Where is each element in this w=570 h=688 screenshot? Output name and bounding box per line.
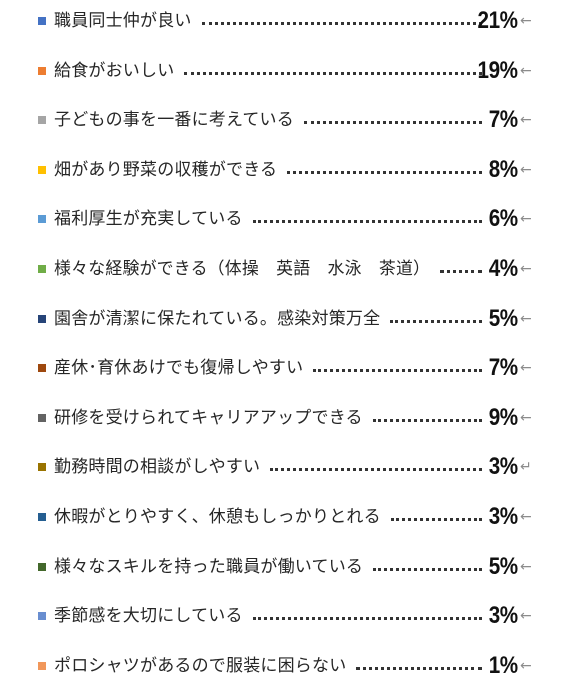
dotted-leader <box>391 518 482 521</box>
percentage-value: 9% <box>489 403 518 431</box>
return-mark-icon: ← <box>520 211 532 228</box>
percentage-value: 7% <box>489 354 518 382</box>
return-mark-icon: ← <box>520 409 532 426</box>
legend-swatch <box>38 413 46 422</box>
legend-row: 福利厚生が充実している 6% ← <box>0 204 570 234</box>
legend-swatch <box>38 463 46 472</box>
legend-label: 季節感を大切にしている <box>54 606 243 627</box>
return-mark-icon: ← <box>520 261 532 277</box>
return-mark-icon: ← <box>520 112 532 129</box>
dotted-leader <box>270 468 482 472</box>
dotted-leader <box>304 121 482 125</box>
dotted-leader <box>184 71 482 75</box>
legend-swatch <box>38 116 46 125</box>
return-mark-icon: ← <box>520 161 532 178</box>
legend-row: 園舎が清潔に保たれている。感染対策万全 5% ← <box>0 304 570 334</box>
legend-label: 福利厚生が充実している <box>54 209 243 230</box>
legend-row: 産休･育休あけでも復帰しやすい 7% ← <box>0 353 570 383</box>
legend-label: 給食がおいしい <box>54 60 175 81</box>
return-mark-icon: ← <box>520 657 532 674</box>
percentage-value: 3% <box>489 503 518 530</box>
legend-row: 休暇がとりやすく、休憩もしっかりとれる 3% ← <box>0 502 570 532</box>
legend-swatch <box>38 215 46 224</box>
legend-swatch <box>38 165 46 174</box>
legend-label: 研修を受けられてキャリアアップできる <box>54 407 363 428</box>
return-mark-icon: ← <box>520 62 532 79</box>
legend-label: 子どもの事を一番に考えている <box>54 110 294 131</box>
percentage-value: 8% <box>489 155 518 183</box>
legend-row: 給食がおいしい 19% ← <box>0 56 570 86</box>
legend-label: 様々な経験ができる（体操 英語 水泳 茶道） <box>54 259 431 279</box>
legend-swatch <box>38 17 46 25</box>
percentage-value: 5% <box>489 304 518 332</box>
percentage-value: 5% <box>489 552 518 580</box>
return-mark-icon: ↵ <box>520 459 532 476</box>
legend-row: 研修を受けられてキャリアアップできる 9% ← <box>0 403 570 433</box>
dotted-leader <box>287 170 482 174</box>
legend-row: 様々なスキルを持った職員が働いている 5% ← <box>0 552 570 582</box>
legend-label: 産休･育休あけでも復帰しやすい <box>54 358 304 379</box>
legend-label: 様々なスキルを持った職員が働いている <box>54 556 364 577</box>
legend-label: ポロシャツがあるので服装に困らない <box>54 655 347 676</box>
dotted-leader <box>440 270 482 273</box>
dotted-leader <box>313 369 482 373</box>
percentage-value: 1% <box>489 651 518 679</box>
legend-swatch <box>38 612 46 621</box>
return-mark-icon: ← <box>520 509 532 525</box>
legend-label: 畑があり野菜の収穫ができる <box>54 159 278 180</box>
legend-swatch <box>38 661 46 670</box>
return-mark-icon: ← <box>520 13 532 29</box>
return-mark-icon: ← <box>520 310 532 327</box>
legend-row: 子どもの事を一番に考えている 7% ← <box>0 105 570 135</box>
legend-swatch <box>38 314 46 323</box>
legend-row: 様々な経験ができる（体操 英語 水泳 茶道） 4% ← <box>0 254 570 284</box>
percentage-value: 7% <box>489 106 518 134</box>
return-mark-icon: ← <box>520 558 532 575</box>
dotted-leader <box>253 617 482 621</box>
percentage-value: 3% <box>489 602 518 630</box>
dotted-leader <box>373 567 482 571</box>
return-mark-icon: ← <box>520 608 532 625</box>
dotted-leader <box>373 418 482 422</box>
legend-row: 勤務時間の相談がしやすい 3% ↵ <box>0 452 570 482</box>
dotted-leader <box>202 22 482 25</box>
legend-label: 勤務時間の相談がしやすい <box>54 457 261 478</box>
legend-row: 畑があり野菜の収穫ができる 8% ← <box>0 155 570 185</box>
percentage-value: 21% <box>477 7 518 34</box>
legend-label: 園舎が清潔に保たれている。感染対策万全 <box>54 308 381 329</box>
percentage-value: 4% <box>489 255 518 282</box>
legend-swatch <box>38 364 46 373</box>
legend-swatch <box>38 265 46 273</box>
legend-label: 休暇がとりやすく、休憩もしっかりとれる <box>54 507 381 527</box>
dotted-leader <box>253 220 482 224</box>
legend-row: 季節感を大切にしている 3% ← <box>0 601 570 631</box>
return-mark-icon: ← <box>520 360 532 377</box>
legend-label: 職員同士仲が良い <box>54 11 192 31</box>
dotted-leader <box>390 319 482 323</box>
percentage-value: 19% <box>477 56 518 84</box>
dotted-leader <box>356 666 482 670</box>
legend-swatch <box>38 513 46 521</box>
legend-row: ポロシャツがあるので服装に困らない 1% ← <box>0 651 570 681</box>
percentage-value: 3% <box>489 453 518 481</box>
legend-swatch <box>38 66 46 75</box>
legend-swatch <box>38 562 46 571</box>
legend-row: 職員同士仲が良い 21% ← <box>0 6 570 36</box>
percentage-value: 6% <box>489 205 518 233</box>
